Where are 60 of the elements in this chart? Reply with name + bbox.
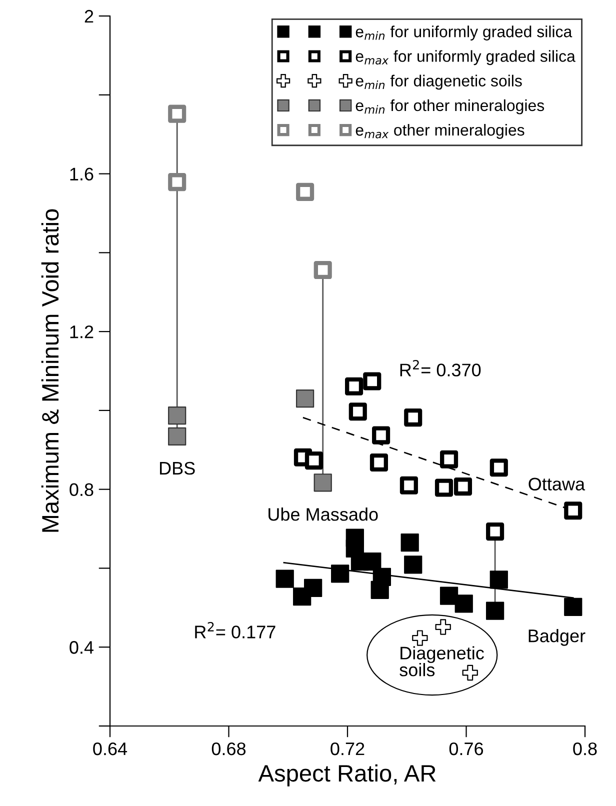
annotation: Badger xyxy=(528,629,586,646)
legend-label: e$_{min}$ for diagenetic soils xyxy=(356,74,522,90)
point xyxy=(314,474,332,492)
annotation: Diagenetic soils xyxy=(400,646,484,676)
point xyxy=(168,427,186,446)
point xyxy=(348,402,367,421)
y-axis-title: Maximum & Mininum Void ratio xyxy=(41,209,59,532)
x-tick-label: 0.72 xyxy=(330,742,364,756)
point xyxy=(404,408,422,427)
point xyxy=(363,372,382,390)
point xyxy=(363,552,382,571)
point xyxy=(454,594,473,613)
point xyxy=(345,377,364,396)
x-tick-label: 0.64 xyxy=(93,742,128,756)
point xyxy=(564,598,582,616)
y-tick-label: 1.2 xyxy=(70,325,94,338)
point xyxy=(490,458,508,477)
point xyxy=(304,452,323,470)
point xyxy=(370,453,388,472)
point xyxy=(296,390,314,408)
point xyxy=(276,570,294,588)
point xyxy=(400,476,418,494)
point xyxy=(490,570,508,589)
point xyxy=(168,104,186,123)
legend-label: e$_{min}$ for uniformly graded silica xyxy=(356,26,572,40)
point xyxy=(404,556,422,574)
point xyxy=(372,426,390,444)
point xyxy=(454,478,472,496)
annotation: R$^{2}$= 0.370 xyxy=(400,360,481,376)
point xyxy=(412,630,428,646)
annotation: Ube Massado xyxy=(268,508,378,521)
point xyxy=(331,564,350,583)
annotation: R$^{2}$= 0.177 xyxy=(195,622,276,638)
point xyxy=(400,534,419,552)
point xyxy=(462,664,478,681)
annotation: Ottawa xyxy=(528,478,586,490)
point xyxy=(314,260,332,280)
legend-label: e$_{max}$ other mineralogies xyxy=(356,124,524,139)
point xyxy=(296,182,314,201)
legend-label: e$_{min}$ for other mineralogies xyxy=(356,99,544,114)
point xyxy=(168,173,186,192)
point xyxy=(440,450,458,468)
y-tick-label: 0.4 xyxy=(70,641,94,654)
point xyxy=(168,406,186,425)
x-tick-label: 0.8 xyxy=(573,742,597,756)
point xyxy=(486,522,504,541)
annotation: DBS xyxy=(160,462,195,475)
y-tick-label: 2 xyxy=(84,10,94,23)
x-tick-label: 0.76 xyxy=(449,742,484,756)
point xyxy=(564,502,582,520)
y-tick-label: 0.8 xyxy=(70,483,94,496)
x-axis-title: Aspect Ratio, AR xyxy=(258,764,436,786)
point xyxy=(486,602,504,620)
point xyxy=(434,478,454,497)
legend-label: e$_{max}$ for uniformly graded silica xyxy=(356,50,576,66)
point xyxy=(435,619,451,635)
point xyxy=(304,578,322,598)
x-tick-label: 0.68 xyxy=(212,742,246,756)
y-tick-label: 1.6 xyxy=(70,168,94,180)
point xyxy=(370,580,389,599)
